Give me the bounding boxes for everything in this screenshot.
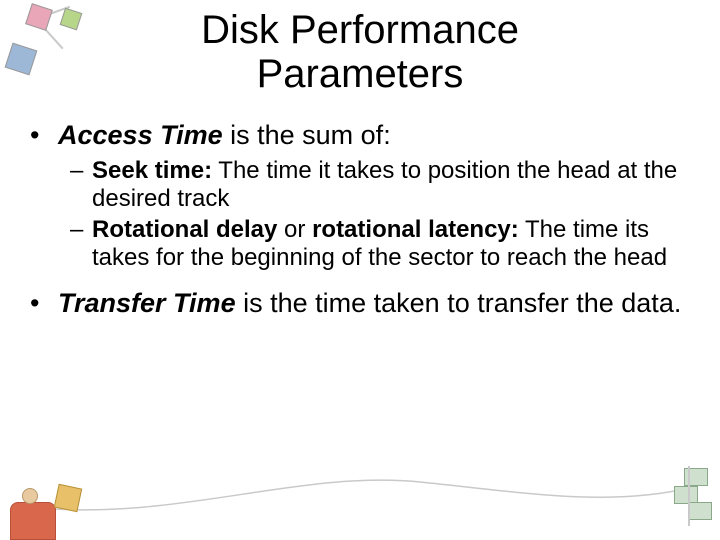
bullet-emphasis: Transfer Time: [58, 288, 236, 318]
bullet-text: Access Time is the sum of:: [58, 120, 690, 151]
subbullet-emphasis: Seek time:: [92, 157, 212, 184]
connector-line: [688, 466, 690, 526]
bullet-text: Transfer Time is the time taken to trans…: [58, 288, 690, 319]
subbullet-marker: –: [70, 216, 92, 273]
decorative-panels-bottom-right: [620, 450, 720, 540]
person-icon: [22, 488, 38, 504]
panel-icon: [674, 486, 698, 504]
bullet-rest: is the sum of:: [223, 120, 391, 150]
slide: Disk Performance Parameters • Access Tim…: [0, 0, 720, 540]
panel-icon: [688, 502, 712, 520]
title-line-1: Disk Performance: [201, 8, 519, 52]
subbullet-text: Seek time: The time it takes to position…: [92, 157, 690, 214]
title-line-2: Parameters: [257, 52, 464, 96]
subbullet-emphasis: Rotational delay: [92, 216, 277, 243]
slide-title: Disk Performance Parameters: [0, 8, 720, 96]
subbullet-seek-time: – Seek time: The time it takes to positi…: [70, 157, 690, 214]
decorative-swoosh: [40, 460, 680, 520]
decorative-person-bottom-left: [0, 470, 120, 540]
subbullet-marker: –: [70, 157, 92, 214]
person-icon: [10, 502, 56, 540]
subbullet-text: Rotational delay or rotational latency: …: [92, 216, 690, 273]
bullet-emphasis: Access Time: [58, 120, 223, 150]
panel-icon: [684, 468, 708, 486]
bullet-marker: •: [30, 288, 58, 319]
slide-body: • Access Time is the sum of: – Seek time…: [30, 120, 690, 325]
bullet-marker: •: [30, 120, 58, 151]
bullet-access-time: • Access Time is the sum of:: [30, 120, 690, 151]
cube-icon: [54, 484, 82, 512]
subbullet-emphasis-2: rotational latency:: [312, 216, 519, 243]
subbullet-mid: or: [277, 216, 312, 243]
bullet-rest: is the time taken to transfer the data.: [236, 288, 682, 318]
bullet-transfer-time: • Transfer Time is the time taken to tra…: [30, 288, 690, 319]
subbullet-rotational-delay: – Rotational delay or rotational latency…: [70, 216, 690, 273]
